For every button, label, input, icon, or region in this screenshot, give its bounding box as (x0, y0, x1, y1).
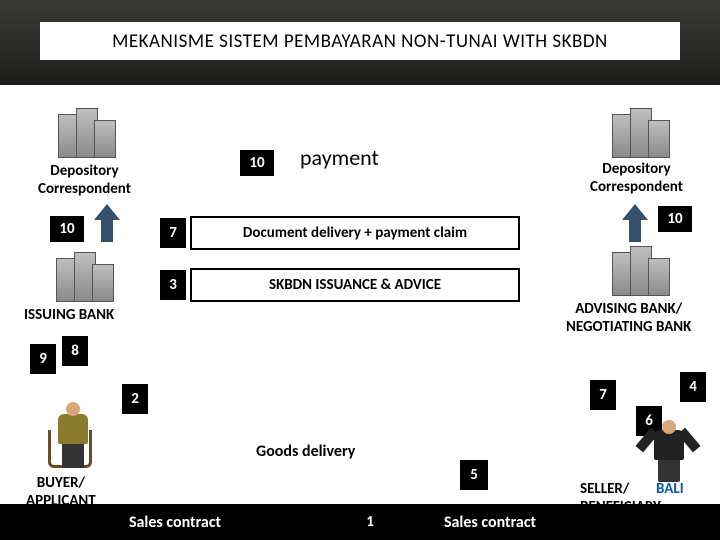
label-depository-right: Depository Correspondent (590, 160, 683, 196)
building-depository-left (58, 108, 118, 158)
label-issuing-bank: ISSUING BANK (24, 306, 114, 324)
step-chip-7-right: 7 (590, 380, 616, 410)
footer-bar: Sales contract 1 Sales contract (0, 504, 720, 540)
step-chip-10-left: 10 (50, 216, 84, 242)
step-chip-1: 1 (356, 508, 384, 536)
label-seller-b: BALI (656, 480, 684, 498)
step-chip-2: 2 (122, 384, 148, 414)
step-chip-4: 4 (680, 372, 706, 402)
building-depository-right (612, 108, 672, 158)
label-seller-a: SELLER/ (580, 480, 629, 498)
step-chip-9: 9 (30, 344, 56, 374)
footer-sales-right: Sales contract (390, 504, 590, 540)
label-advising-bank: ADVISING BANK/ NEGOTIATING BANK (566, 300, 691, 336)
bar-document-delivery: Document delivery + payment claim (190, 216, 520, 250)
diagram-stage: MEKANISME SISTEM PEMBAYARAN NON-TUNAI WI… (0, 0, 720, 540)
step-chip-10-top: 10 (240, 150, 274, 176)
label-depository-left: Depository Correspondent (38, 162, 131, 198)
person-buyer (44, 400, 100, 472)
step-chip-8: 8 (62, 336, 88, 366)
step-chip-5: 5 (460, 460, 488, 490)
label-payment: payment (300, 144, 379, 171)
building-advising-bank (612, 246, 672, 296)
building-issuing-bank (56, 252, 116, 302)
step-chip-3-bar: 3 (160, 270, 186, 300)
arrow-up-left (94, 204, 120, 242)
step-chip-10-right: 10 (658, 206, 692, 232)
bar-skbdn-issuance: SKBDN ISSUANCE & ADVICE (190, 268, 520, 302)
step-chip-7-bar: 7 (160, 218, 186, 248)
footer-sales-left: Sales contract (0, 504, 350, 540)
arrow-up-right (622, 204, 648, 242)
page-title: MEKANISME SISTEM PEMBAYARAN NON-TUNAI WI… (40, 22, 680, 60)
label-goods-delivery: Goods delivery (256, 442, 355, 461)
